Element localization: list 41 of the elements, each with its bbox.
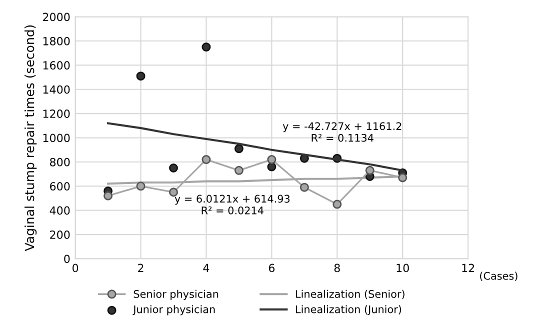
annotation: y = -42.727x + 1161.2 R² = 0.1134 [282, 122, 402, 142]
x-tick-label: 0 [72, 264, 78, 272]
point [136, 72, 146, 81]
x-tick-label: 2 [138, 264, 144, 272]
y-tick-label: 200 [50, 230, 70, 239]
point [332, 200, 342, 209]
y-tick-label: 800 [50, 158, 70, 166]
y-tick-label: 2000 [42, 12, 70, 22]
x-tick-label: 10 [396, 264, 409, 272]
point [136, 182, 146, 191]
point [267, 155, 276, 164]
legend-label: Linealization (Senior) [296, 290, 404, 300]
x-tick-label: 6 [268, 264, 275, 272]
point [202, 155, 211, 164]
y-tick-label: 0 [64, 254, 70, 264]
point [202, 42, 211, 52]
x-axis-title: (Cases) [480, 272, 518, 282]
y-tick-label: 600 [50, 182, 70, 191]
point [365, 166, 374, 175]
y-tick-label: 1400 [43, 85, 70, 94]
legend-label: Junior physician [132, 305, 215, 316]
y-axis-title: Vaginal stump repair times (second) [24, 25, 37, 252]
point [398, 173, 408, 182]
point [104, 191, 113, 200]
point [168, 188, 178, 197]
x-tick-label: 12 [462, 264, 474, 272]
y-tick-label: 1200 [43, 110, 70, 118]
y-tick-label: 1000 [43, 134, 70, 142]
point [300, 182, 309, 192]
y-tick-label: 1800 [43, 36, 70, 46]
legend-label: Linealization (Junior) [296, 305, 402, 316]
point [234, 166, 244, 175]
annotation: y = 6.0121x + 614.93 R² = 0.0214 [174, 194, 290, 214]
point [234, 144, 244, 154]
point [267, 162, 276, 172]
legend-label: Senior physician [134, 290, 218, 300]
point [169, 164, 178, 172]
y-tick-label: 1600 [43, 61, 70, 70]
y-tick-label: 400 [50, 206, 70, 215]
x-tick-label: 4 [203, 264, 210, 272]
x-tick-label: 8 [334, 264, 340, 272]
